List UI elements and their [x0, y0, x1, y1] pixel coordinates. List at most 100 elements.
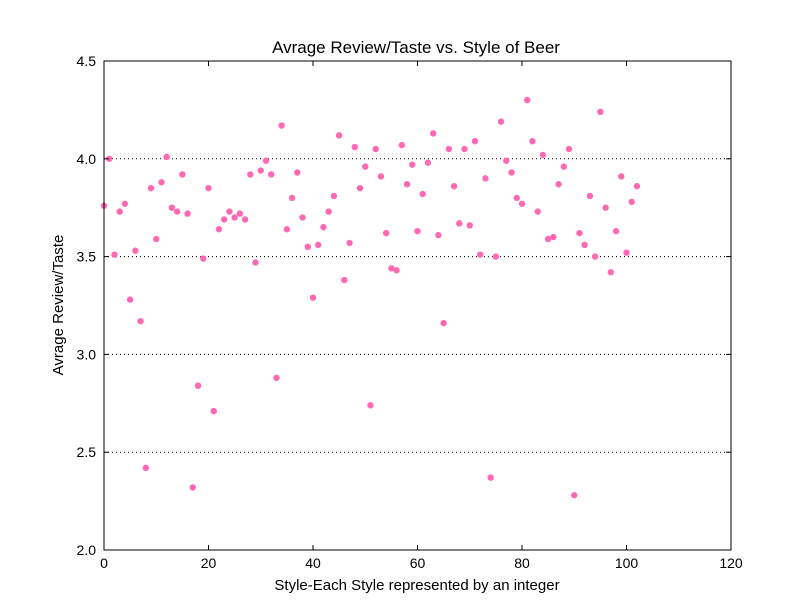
y-tick-label: 4.0 — [77, 151, 97, 167]
axis-ticks — [103, 60, 732, 551]
data-point — [591, 253, 599, 260]
data-point — [189, 484, 197, 491]
data-point — [273, 374, 280, 382]
x-tick-label: 120 — [719, 555, 743, 571]
data-point — [335, 132, 343, 139]
data-point — [153, 235, 160, 243]
data-point — [158, 179, 165, 186]
data-point — [524, 96, 531, 104]
data-point — [116, 208, 123, 215]
data-point — [586, 192, 594, 200]
data-point — [231, 214, 238, 221]
y-tick-label: 4.5 — [77, 53, 97, 69]
data-point — [618, 173, 625, 180]
data-point — [262, 157, 270, 164]
data-point — [257, 167, 264, 174]
data-point — [414, 227, 421, 235]
data-point — [346, 239, 353, 247]
data-point — [513, 194, 520, 202]
data-point — [315, 241, 322, 249]
data-point — [497, 118, 505, 125]
data-point — [597, 108, 604, 116]
data-point — [163, 153, 170, 161]
data-point — [304, 243, 311, 251]
data-point — [518, 200, 526, 207]
data-point — [283, 226, 291, 233]
data-point — [372, 145, 379, 153]
x-tick-labels: 0 20 40 60 80 100 120 — [100, 555, 743, 571]
data-point — [252, 259, 259, 266]
data-point — [194, 382, 202, 389]
y-tick-label: 2.0 — [77, 542, 97, 558]
data-point — [612, 227, 620, 235]
y-tick-label: 2.5 — [77, 444, 97, 460]
data-point — [121, 200, 129, 207]
data-point — [210, 407, 217, 415]
data-point — [200, 255, 207, 262]
data-point — [330, 192, 338, 200]
data-point — [137, 317, 144, 325]
data-point — [571, 492, 578, 499]
data-point — [367, 402, 374, 409]
x-tick-label: 20 — [201, 555, 217, 571]
grid-lines — [104, 158, 731, 453]
chart-title: Avrage Review/Taste vs. Style of Beer — [272, 38, 560, 57]
data-point — [215, 226, 223, 233]
data-point — [477, 251, 484, 258]
x-axis-label: Style-Each Style represented by an integ… — [274, 577, 559, 594]
data-point — [628, 198, 635, 206]
data-point — [544, 235, 552, 243]
data-point — [147, 184, 155, 192]
data-point — [356, 184, 364, 192]
data-point — [529, 137, 536, 145]
data-point — [226, 208, 233, 215]
data-point — [294, 169, 301, 176]
data-point — [132, 247, 139, 254]
data-point — [466, 222, 473, 229]
data-point — [377, 173, 385, 180]
data-point — [550, 233, 557, 241]
data-point — [424, 159, 432, 166]
plot-frame — [103, 60, 732, 551]
data-point — [241, 216, 249, 223]
data-point — [106, 155, 113, 162]
data-point — [398, 141, 406, 149]
data-point — [325, 208, 332, 215]
data-point — [278, 122, 285, 129]
data-point — [111, 251, 118, 258]
data-point — [539, 151, 547, 159]
data-points — [100, 96, 641, 499]
data-point — [471, 137, 479, 145]
data-point — [142, 464, 149, 472]
data-point — [299, 214, 306, 221]
data-point — [435, 231, 442, 239]
data-point — [445, 145, 453, 153]
data-point — [429, 130, 437, 137]
data-point — [461, 145, 468, 153]
data-point — [576, 229, 583, 237]
data-point — [341, 276, 348, 284]
x-tick-label: 0 — [100, 555, 108, 571]
data-point — [492, 253, 500, 260]
data-point — [393, 267, 400, 274]
data-point — [173, 208, 181, 215]
data-point — [503, 157, 510, 164]
x-tick-label: 100 — [615, 555, 639, 571]
data-point — [482, 175, 489, 182]
data-point — [179, 171, 186, 178]
data-point — [168, 204, 176, 211]
data-point — [184, 210, 191, 217]
data-point — [419, 190, 426, 198]
data-point — [382, 229, 390, 237]
data-point — [126, 296, 134, 303]
x-tick-label: 60 — [410, 555, 426, 571]
x-tick-label: 80 — [514, 555, 530, 571]
data-point — [623, 249, 630, 256]
data-point — [320, 224, 327, 231]
data-point — [288, 194, 296, 202]
data-point — [565, 145, 573, 153]
data-point — [508, 169, 515, 176]
data-point — [450, 182, 458, 190]
